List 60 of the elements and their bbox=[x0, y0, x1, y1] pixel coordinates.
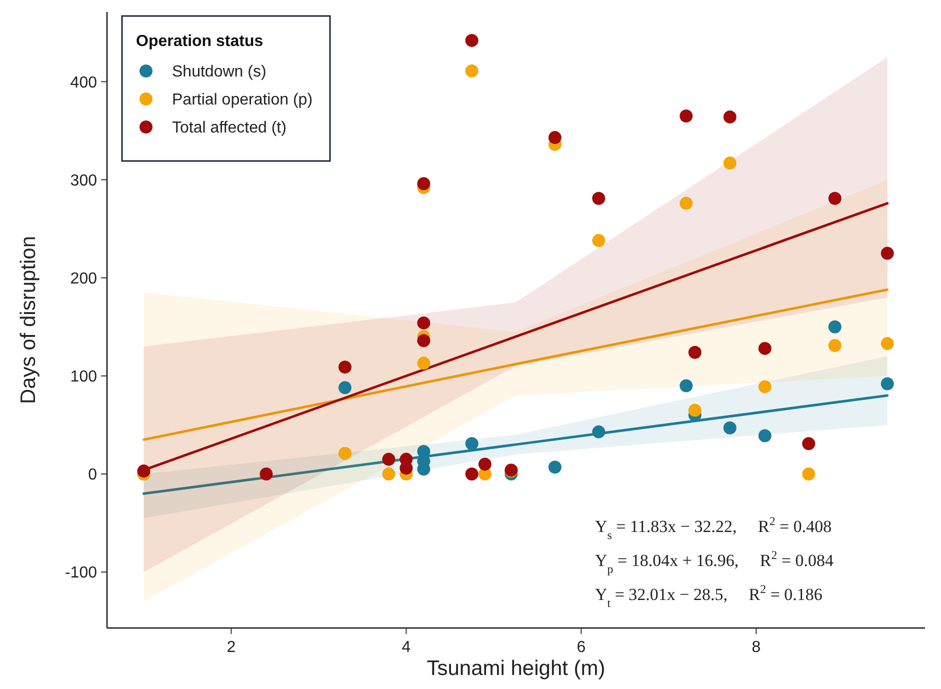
point bbox=[592, 192, 606, 205]
point bbox=[465, 64, 478, 78]
point bbox=[417, 177, 430, 190]
legend-label: Shutdown (s) bbox=[172, 64, 266, 81]
y-tick-label: -100 bbox=[64, 564, 98, 582]
point bbox=[382, 452, 396, 466]
x-tick-label: 2 bbox=[226, 639, 236, 656]
point bbox=[592, 234, 606, 248]
point bbox=[417, 316, 430, 330]
x-tick-label: 4 bbox=[402, 639, 411, 656]
x-tick-label: 8 bbox=[752, 639, 761, 656]
point bbox=[802, 437, 816, 450]
point bbox=[688, 346, 702, 359]
point bbox=[592, 425, 606, 438]
y-axis-title: Days of disruption bbox=[17, 236, 40, 404]
point bbox=[828, 339, 842, 352]
point bbox=[758, 342, 772, 355]
legend-label: Partial operation (p) bbox=[172, 92, 313, 109]
point bbox=[680, 196, 693, 210]
point bbox=[680, 109, 693, 122]
y-tick-label: 200 bbox=[70, 270, 98, 288]
point bbox=[828, 320, 842, 334]
point bbox=[338, 381, 352, 394]
point bbox=[680, 379, 693, 392]
point bbox=[465, 34, 478, 47]
annotation: Y$_{s}$ = 11.83x − 32.22, R$^{2}$ = 0.408 bbox=[595, 514, 832, 542]
legend-label: Total affected (t) bbox=[172, 120, 286, 137]
point bbox=[880, 246, 894, 260]
point bbox=[723, 110, 736, 124]
point bbox=[880, 337, 894, 350]
point bbox=[880, 377, 894, 390]
point bbox=[828, 192, 842, 205]
point bbox=[417, 334, 430, 348]
point bbox=[723, 156, 736, 170]
point bbox=[465, 437, 478, 450]
annotation: Y$_{p}$ = 18.04x + 16.96, R$^{2}$ = 0.084 bbox=[595, 548, 834, 576]
point bbox=[260, 468, 273, 480]
legend-title: Operation status bbox=[136, 33, 264, 50]
y-tick-label: 0 bbox=[88, 466, 98, 484]
point bbox=[417, 356, 430, 370]
point bbox=[802, 468, 816, 480]
point bbox=[758, 429, 772, 442]
point bbox=[137, 464, 150, 478]
x-axis-title: Tsunami height (m) bbox=[426, 657, 606, 680]
point bbox=[338, 360, 352, 374]
point bbox=[758, 380, 772, 394]
point bbox=[478, 458, 492, 471]
point bbox=[400, 462, 413, 475]
point bbox=[382, 468, 396, 480]
point bbox=[688, 404, 702, 417]
y-tick-label: 100 bbox=[70, 368, 98, 386]
annotation: Y$_{t}$ = 32.01x − 28.5, R$^{2}$ = 0.186 bbox=[595, 582, 822, 610]
x-tick-label: 6 bbox=[576, 639, 586, 656]
point bbox=[548, 460, 562, 474]
point bbox=[465, 468, 478, 480]
y-tick-label: 400 bbox=[70, 74, 98, 92]
point bbox=[338, 446, 352, 460]
point bbox=[723, 421, 736, 434]
y-tick-label: 300 bbox=[70, 172, 98, 190]
point bbox=[548, 131, 562, 144]
